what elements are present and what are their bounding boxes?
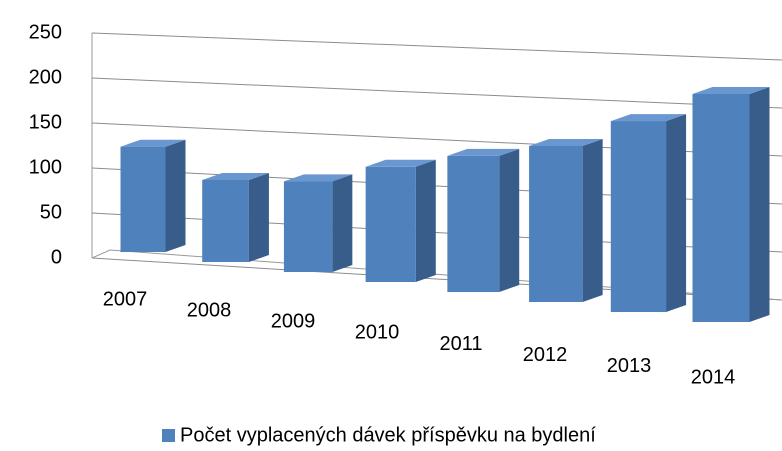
bar-top: [283, 174, 353, 182]
bar-top: [692, 87, 770, 94]
x-tick-label: 2010: [355, 322, 400, 344]
bar: [365, 166, 416, 282]
bar-top: [610, 114, 687, 122]
bar: [447, 155, 500, 292]
bar: [529, 146, 583, 302]
bar-side: [332, 174, 353, 272]
x-tick-label: 2007: [103, 288, 148, 310]
y-tick-label: 0: [51, 246, 62, 268]
bars: 2007 2008 2009 2010 2011 2012 2013 2014: [103, 87, 770, 388]
x-tick-label: 2009: [271, 311, 316, 333]
bar-side: [165, 139, 186, 252]
y-tick-label: 100: [29, 156, 62, 178]
bar-side: [749, 87, 770, 322]
bar-top: [529, 139, 603, 146]
legend-swatch: [162, 429, 175, 442]
bar: [283, 181, 333, 272]
bar: [692, 94, 750, 322]
legend-label: Počet vyplacených dávek příspěvku na byd…: [180, 424, 596, 446]
bar-top: [365, 159, 436, 167]
bar: [202, 179, 249, 262]
bar-side: [415, 159, 436, 282]
y-tick-label: 50: [40, 201, 62, 223]
x-tick-label: 2013: [607, 355, 652, 377]
x-tick-label: 2008: [187, 299, 232, 321]
bar-side: [582, 139, 603, 302]
bar: [610, 121, 667, 312]
bar-side: [248, 172, 269, 262]
y-tick-label: 200: [29, 66, 62, 88]
grid-line: [91, 32, 782, 61]
x-tick-label: 2012: [523, 344, 568, 366]
x-tick-label: 2011: [439, 333, 482, 355]
y-tick-label: 150: [29, 111, 62, 133]
bar-side: [499, 148, 520, 292]
bar-side: [666, 114, 687, 312]
bar-top: [447, 148, 520, 156]
grid-line: [91, 77, 782, 109]
bar: [120, 146, 166, 252]
x-tick-label: 2014: [691, 366, 736, 388]
bar-top: [120, 139, 186, 147]
y-tick-label: 250: [29, 21, 62, 43]
bar-top: [202, 172, 269, 180]
